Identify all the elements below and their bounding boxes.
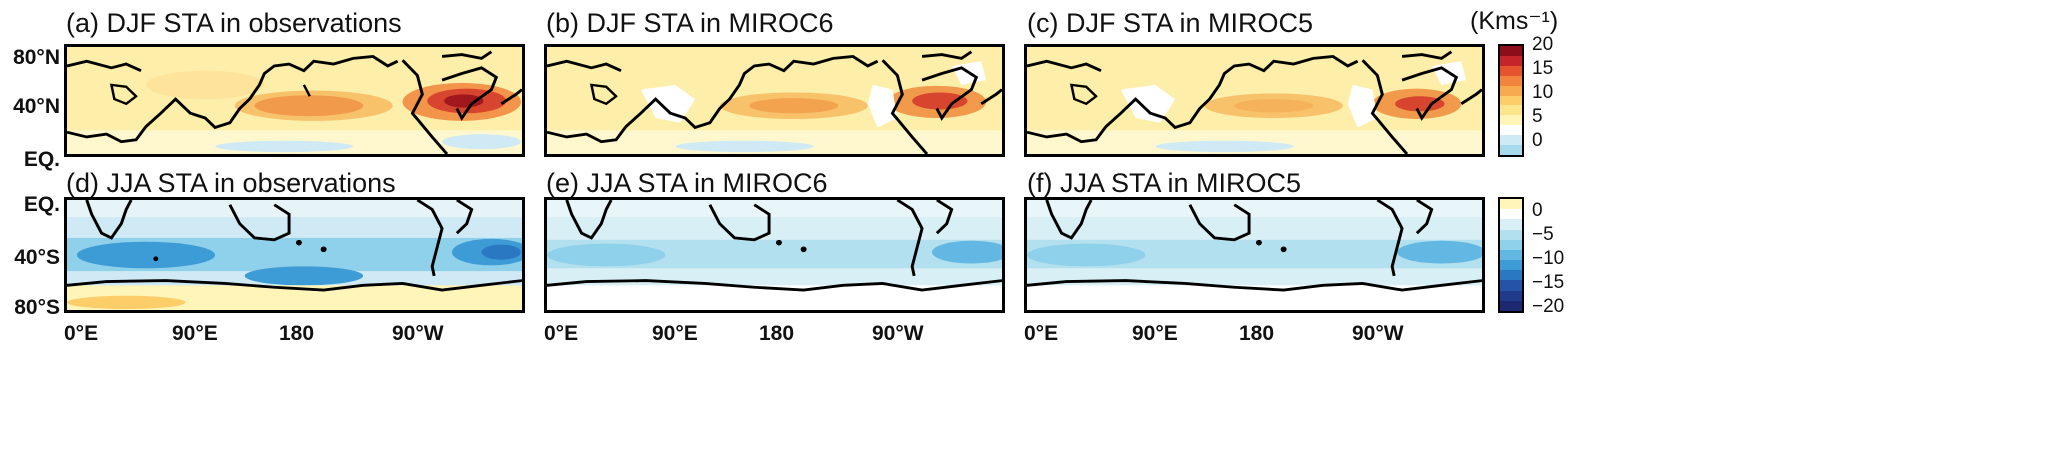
map-panel-f [1024,197,1485,313]
map-jja-miroc6 [547,200,1002,310]
lat-label-eq-bottom: EQ. [23,193,60,216]
lat-label-40n: 40°N [13,95,60,118]
colorbar-djf-tick-20: 20 [1532,34,1554,55]
panel-title-f: (f) JJA STA in MIROC5 [1027,168,1302,198]
map-djf-miroc5 [1027,47,1482,154]
colorbar-djf-swatch [1500,46,1522,56]
lon-label-0e-c: 0°E [1024,322,1059,345]
lon-label-0e-a: 0°E [64,322,99,345]
lat-label-80s: 80°S [14,296,60,319]
lat-label-eq-top: EQ. [23,148,60,171]
colorbar-djf [1498,44,1524,157]
colorbar-jja [1498,197,1524,313]
lon-label-90e-b: 90°E [652,322,698,345]
colorbar-jja-swatch [1500,270,1522,281]
colorbar-jja-tick-m15: −15 [1532,272,1565,293]
colorbar-djf-tick-15: 15 [1532,58,1554,79]
lon-label-180-b: 180 [759,322,795,345]
colorbar-djf-swatch [1500,105,1522,116]
colorbar-jja-swatch [1500,280,1522,291]
map-jja-observations [67,200,522,310]
colorbar-jja-swatch [1500,199,1522,210]
lat-label-80n: 80°N [13,46,60,69]
lon-label-90e-a: 90°E [172,322,218,345]
map-panel-d [64,197,525,313]
colorbar-djf-tick-5: 5 [1532,106,1543,127]
colorbar-jja-swatch [1500,260,1522,271]
lon-label-90w-c: 90°W [1352,322,1404,345]
colorbar-djf-tick-10: 10 [1532,82,1554,103]
lon-label-90w-b: 90°W [872,322,924,345]
colorbar-djf-swatch [1500,115,1522,126]
colorbar-djf-swatch [1500,85,1522,96]
colorbar-jja-tick-0: 0 [1532,200,1543,221]
colorbar-djf-swatch [1500,55,1522,66]
map-panel-e [544,197,1005,313]
lon-label-180-a: 180 [279,322,315,345]
colorbar-units: (Kms⁻¹) [1470,7,1559,35]
colorbar-djf-swatch [1500,65,1522,76]
colorbar-djf-swatch [1500,135,1522,146]
colorbar-djf-swatch [1500,75,1522,86]
colorbar-djf-swatch [1500,95,1522,106]
colorbar-jja-tick-m20: −20 [1532,296,1565,317]
colorbar-jja-tick-m10: −10 [1532,248,1565,269]
map-panel-c [1024,44,1485,157]
colorbar-jja-swatch [1500,300,1522,311]
panel-title-e: (e) JJA STA in MIROC6 [546,168,828,198]
map-jja-miroc5 [1027,200,1482,310]
colorbar-djf-tick-0: 0 [1532,130,1543,151]
lon-label-180-c: 180 [1239,322,1275,345]
colorbar-jja-swatch [1500,229,1522,240]
colorbar-jja-tick-m5: −5 [1532,224,1554,245]
colorbar-jja-swatch [1500,219,1522,230]
colorbar-jja-swatch [1500,290,1522,301]
map-panel-a [64,44,525,157]
lon-label-90w-a: 90°W [392,322,444,345]
lat-label-40s: 40°S [14,246,60,269]
panel-title-d: (d) JJA STA in observations [66,168,396,198]
colorbar-jja-swatch [1500,239,1522,250]
lon-label-90e-c: 90°E [1132,322,1178,345]
colorbar-jja-swatch [1500,249,1522,261]
panel-title-b: (b) DJF STA in MIROC6 [546,8,834,38]
map-djf-miroc6 [547,47,1002,154]
colorbar-djf-swatch [1500,125,1522,136]
panel-title-c: (c) DJF STA in MIROC5 [1027,8,1314,38]
colorbar-djf-swatch [1500,145,1522,155]
panel-title-a: (a) DJF STA in observations [66,8,402,38]
map-djf-observations [67,47,522,154]
map-panel-b [544,44,1005,157]
lon-label-0e-b: 0°E [544,322,579,345]
colorbar-jja-swatch [1500,209,1522,220]
